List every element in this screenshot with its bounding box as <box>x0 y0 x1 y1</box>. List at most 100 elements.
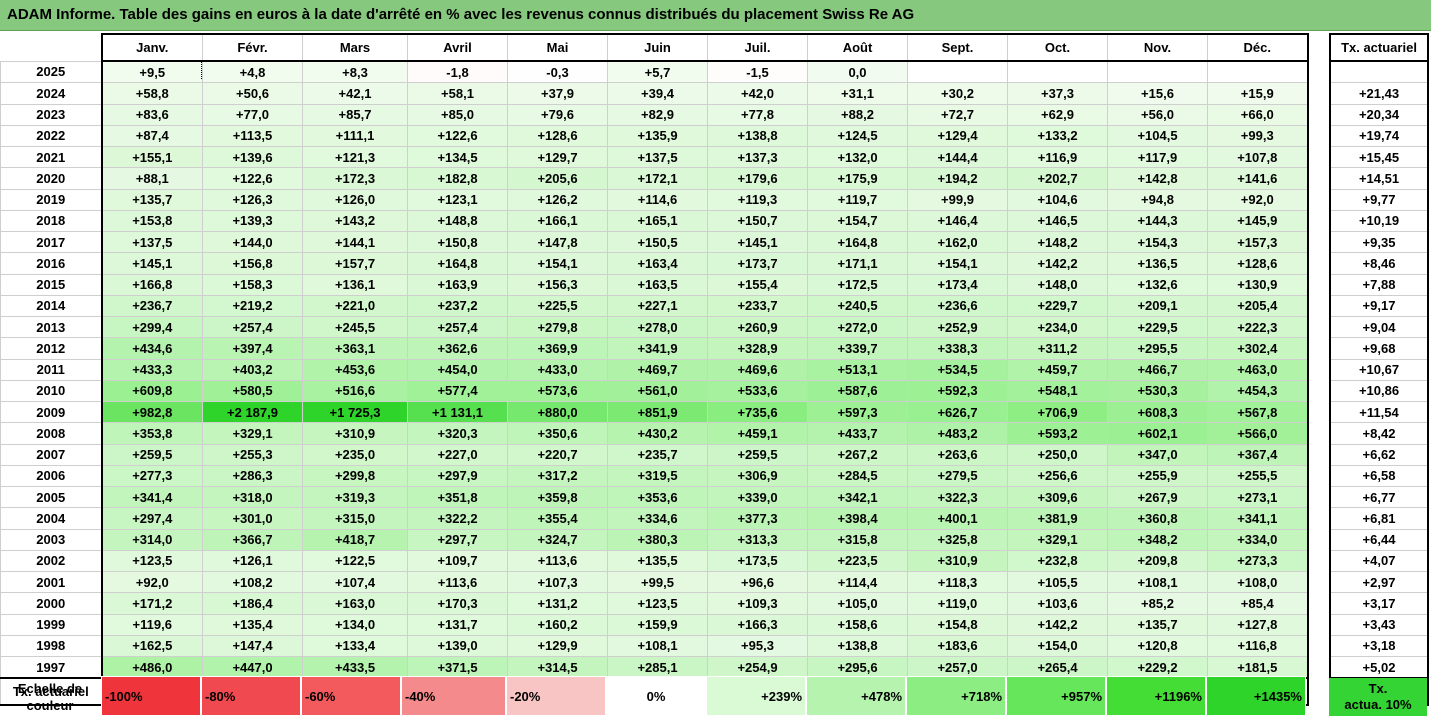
value-cell: +328,9 <box>707 337 808 360</box>
value-cell: +162,0 <box>907 230 1008 254</box>
value-cell: +122,6 <box>202 167 303 190</box>
month-header: Juin <box>607 33 708 62</box>
year-cell: 2003 <box>0 528 103 551</box>
year-cell: 2014 <box>0 294 103 318</box>
value-cell: +360,8 <box>1107 507 1208 530</box>
value-cell: +165,1 <box>607 209 708 233</box>
side-row: +3,18 <box>1329 634 1429 658</box>
value-cell: +148,8 <box>407 209 508 233</box>
actuarial-rate-cell: +9,68 <box>1329 337 1429 360</box>
value-cell: +339,7 <box>807 337 908 360</box>
value-cell: +257,4 <box>202 315 303 339</box>
month-header: Avril <box>407 33 508 62</box>
value-cell: +154,1 <box>507 252 608 275</box>
value-cell: +77,8 <box>707 103 808 126</box>
value-cell: +139,6 <box>202 145 303 169</box>
side-row: +6,62 <box>1329 443 1429 466</box>
value-cell: +592,3 <box>907 379 1008 403</box>
value-cell: +15,6 <box>1107 82 1208 105</box>
value-cell: +400,1 <box>907 507 1008 530</box>
value-cell: +486,0 <box>101 656 203 679</box>
color-scale-cell: -40% <box>401 676 506 716</box>
value-cell: +351,8 <box>407 485 508 509</box>
side-row: +21,43 <box>1329 82 1429 105</box>
value-cell: +279,8 <box>507 315 608 339</box>
side-row: +10,86 <box>1329 379 1429 403</box>
value-cell: +143,2 <box>302 209 408 233</box>
value-cell: +513,1 <box>807 358 908 381</box>
value-cell: +225,5 <box>507 294 608 318</box>
value-cell: +139,0 <box>407 634 508 658</box>
value-cell: +315,8 <box>807 528 908 551</box>
value-cell: +433,5 <box>302 656 408 679</box>
year-cell: 2000 <box>0 592 103 615</box>
value-cell: +297,9 <box>407 464 508 488</box>
value-cell: +134,5 <box>407 145 508 169</box>
actuarial-rate-cell: +6,58 <box>1329 464 1429 488</box>
value-cell: +123,1 <box>407 188 508 211</box>
value-cell: +170,3 <box>407 592 508 615</box>
value-cell: +96,6 <box>707 570 808 594</box>
actuarial-rate-cell: +5,02 <box>1329 656 1429 679</box>
value-cell: +580,5 <box>202 379 303 403</box>
table-row: 2002 +123,5 +126,1 +122,5 +109,7 +113,6 +135,5… <box>0 549 1309 573</box>
value-cell: +267,9 <box>1107 485 1208 509</box>
value-cell: +137,5 <box>607 145 708 169</box>
table-row: 2015 +166,8 +158,3 +136,1 +163,9 +156,3 +163,5… <box>0 273 1309 296</box>
value-cell: +566,0 <box>1207 422 1309 445</box>
value-cell: +459,1 <box>707 422 808 445</box>
value-cell: +299,4 <box>101 315 203 339</box>
value-cell: +381,9 <box>1007 507 1108 530</box>
value-cell: +735,6 <box>707 400 808 424</box>
value-cell: +172,1 <box>607 167 708 190</box>
value-cell: +124,5 <box>807 124 908 148</box>
value-cell: +469,6 <box>707 358 808 381</box>
value-cell: +302,4 <box>1207 337 1309 360</box>
value-cell: +154,7 <box>807 209 908 233</box>
value-cell: +219,2 <box>202 294 303 318</box>
value-cell: +166,8 <box>101 273 203 296</box>
value-cell: +157,3 <box>1207 230 1309 254</box>
value-cell: +463,0 <box>1207 358 1309 381</box>
value-cell: +138,8 <box>807 634 908 658</box>
color-scale-cell: +718% <box>906 676 1006 716</box>
color-scale-cell: +957% <box>1006 676 1106 716</box>
value-cell: +163,5 <box>607 273 708 296</box>
value-cell: +77,0 <box>202 103 303 126</box>
value-cell: +111,1 <box>302 124 408 148</box>
value-cell: +229,5 <box>1107 315 1208 339</box>
color-scale-cell: +1196% <box>1106 676 1206 716</box>
side-row: +4,07 <box>1329 549 1429 573</box>
value-cell: +156,3 <box>507 273 608 296</box>
value-cell: +131,7 <box>407 613 508 636</box>
value-cell: +83,6 <box>101 103 203 126</box>
actuarial-rate-cell: +6,81 <box>1329 507 1429 530</box>
value-cell: +255,3 <box>202 443 303 466</box>
value-cell: +121,3 <box>302 145 408 169</box>
value-cell: +222,3 <box>1207 315 1309 339</box>
value-cell: +366,7 <box>202 528 303 551</box>
table-row: 2021 +155,1 +139,6 +121,3 +134,5 +129,7 +137,5… <box>0 145 1309 169</box>
value-cell: +403,2 <box>202 358 303 381</box>
value-cell: +131,2 <box>507 592 608 615</box>
value-cell: +58,8 <box>101 82 203 105</box>
value-cell: +369,9 <box>507 337 608 360</box>
header-row: Janv. Févr. Mars Avril Mai Juin Juil. Août Sept.… <box>0 33 1309 62</box>
value-cell: +339,0 <box>707 485 808 509</box>
color-scale-label-line1: Echelle de <box>17 681 83 696</box>
value-cell: +144,3 <box>1107 209 1208 233</box>
value-cell: +469,7 <box>607 358 708 381</box>
value-cell: +173,7 <box>707 252 808 275</box>
side-row: +3,43 <box>1329 613 1429 636</box>
actuarial-rate-cell: +6,77 <box>1329 485 1429 509</box>
value-cell: +232,8 <box>1007 549 1108 573</box>
year-cell: 2024 <box>0 82 103 105</box>
table-row: 2006 +277,3 +286,3 +299,8 +297,9 +317,2 +319,5… <box>0 464 1309 488</box>
actuarial-rate-cell: +3,18 <box>1329 634 1429 658</box>
side-row: +5,02 <box>1329 656 1429 679</box>
value-cell: +155,4 <box>707 273 808 296</box>
value-cell: +245,5 <box>302 315 408 339</box>
value-cell: +126,0 <box>302 188 408 211</box>
value-cell: +342,1 <box>807 485 908 509</box>
table-row: 2017 +137,5 +144,0 +144,1 +150,8 +147,8 +150,5… <box>0 230 1309 254</box>
